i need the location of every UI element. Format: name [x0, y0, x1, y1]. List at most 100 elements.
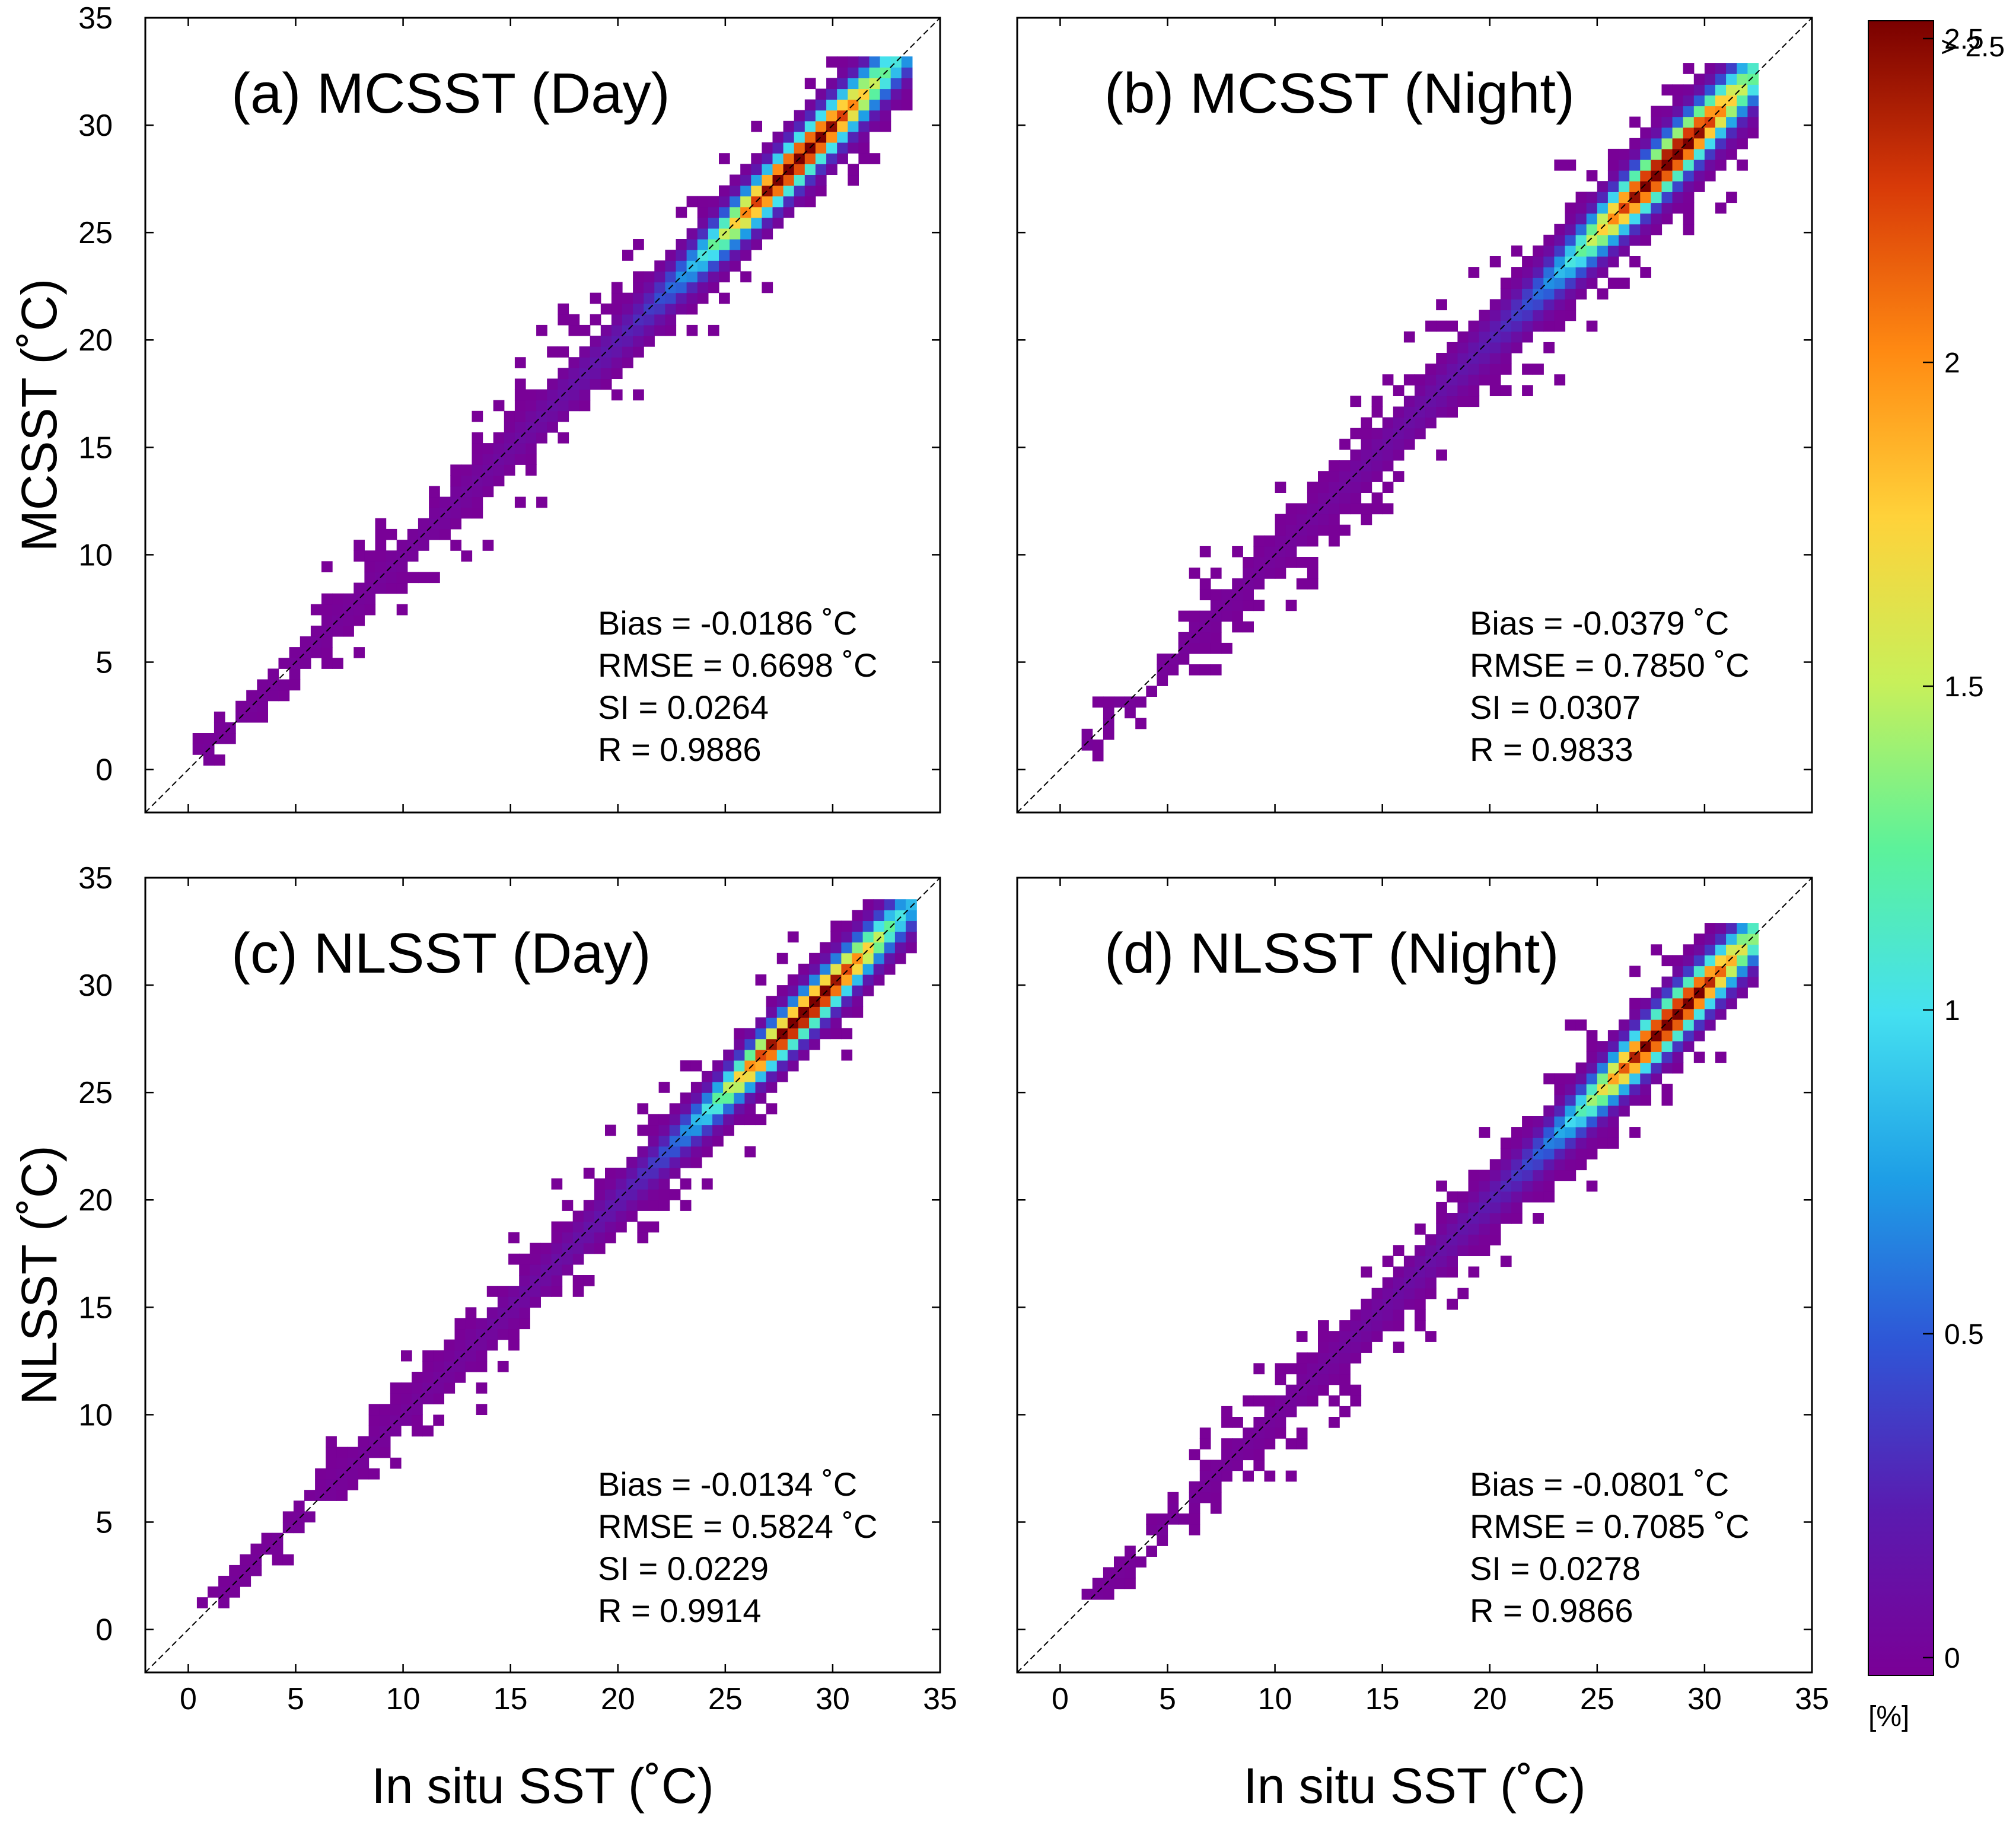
density-cell [1522, 1137, 1533, 1149]
density-cell [1403, 331, 1415, 343]
density-cell [665, 260, 677, 272]
density-cell [1189, 1449, 1200, 1461]
density-cell [1747, 63, 1759, 74]
density-cell [1500, 353, 1512, 364]
density-cell [1737, 955, 1748, 967]
density-cell [450, 475, 462, 487]
density-cell [1661, 202, 1673, 214]
density-cell [1103, 696, 1114, 708]
density-cell [1651, 1051, 1663, 1063]
density-cell [321, 614, 333, 626]
density-cell [465, 1328, 477, 1340]
density-cell [583, 1232, 595, 1244]
density-cell [1651, 127, 1663, 139]
density-cell [1457, 1202, 1469, 1213]
density-cell [1737, 138, 1748, 149]
density-cell [1543, 299, 1555, 311]
density-cell [1704, 976, 1716, 988]
density-cell [1500, 278, 1512, 289]
density-cell [472, 486, 483, 498]
density-cell [1221, 1438, 1232, 1449]
density-cell [787, 1060, 799, 1072]
density-cell [482, 486, 494, 498]
density-cell [783, 120, 795, 132]
density-cell [1693, 1008, 1705, 1020]
density-cell [412, 1382, 423, 1394]
density-cell [310, 625, 322, 637]
density-cell [1565, 1094, 1577, 1106]
density-cell [616, 1200, 627, 1211]
density-cell [364, 561, 376, 573]
density-cell [1436, 396, 1447, 407]
density-cell [1543, 234, 1555, 246]
density-cell [304, 1511, 316, 1523]
density-cell [401, 1414, 412, 1426]
density-cell [616, 1167, 627, 1179]
density-cell [1393, 471, 1404, 482]
density-cell [1500, 1159, 1512, 1171]
density-cell [622, 250, 633, 261]
density-cell [353, 550, 365, 562]
density-cell [686, 228, 698, 240]
density-cell [837, 131, 848, 143]
density-cell [809, 963, 820, 975]
density-cell [676, 239, 687, 250]
density-cell [433, 1350, 445, 1362]
density-cell [1661, 84, 1673, 96]
x-tick-label: 0 [1052, 1682, 1069, 1716]
density-cell [820, 963, 831, 975]
density-cell [1403, 438, 1415, 450]
density-cell [702, 1092, 713, 1104]
density-cell [1275, 557, 1286, 568]
density-cell [1361, 417, 1372, 429]
density-cell [497, 1328, 509, 1340]
density-cell [1339, 471, 1351, 482]
density-cell [429, 572, 440, 584]
density-cell [1737, 933, 1748, 945]
density-cell [558, 410, 569, 422]
density-cell [1522, 278, 1533, 289]
density-cell [461, 507, 473, 519]
panel-d: 0 5 10 15 20 25 30 35 (d) NLSST (Night) Bias = … [1016, 877, 1829, 1716]
density-cell [433, 1382, 445, 1394]
density-cell [1393, 428, 1404, 439]
density-cell [579, 378, 591, 390]
density-cell [751, 206, 763, 218]
density-cell [751, 239, 763, 250]
density-cell [1339, 482, 1351, 493]
density-cell [787, 931, 799, 943]
density-cell [1607, 1105, 1619, 1117]
density-cell [669, 1114, 681, 1126]
density-cell [1232, 1460, 1243, 1471]
density-cell [1371, 503, 1383, 515]
density-cell [465, 1350, 477, 1362]
density-cell [1554, 374, 1566, 385]
density-cell [1318, 524, 1329, 536]
density-cell [558, 400, 569, 412]
density-cell [697, 206, 709, 218]
density-cell [1543, 1148, 1555, 1160]
density-cell [1661, 955, 1673, 967]
density-cell [637, 1232, 649, 1244]
density-cell [401, 1404, 412, 1416]
density-cell [347, 1457, 359, 1469]
density-cell [1672, 976, 1684, 988]
density-cell [1607, 1116, 1619, 1127]
density-cell [1296, 557, 1308, 568]
density-cell [1361, 1298, 1372, 1310]
density-cell [225, 733, 236, 744]
density-cell [611, 357, 623, 368]
density-cell [396, 540, 408, 551]
density-cell [1318, 514, 1329, 525]
density-cell [1511, 267, 1523, 278]
density-cell [1575, 256, 1587, 267]
density-cell [1672, 1062, 1684, 1074]
density-cell [282, 1522, 294, 1534]
density-cell [1575, 267, 1587, 278]
density-cell [594, 1200, 606, 1211]
density-cell [611, 303, 623, 315]
density-cell [1575, 1019, 1587, 1031]
x-tick-label: 30 [816, 1682, 850, 1716]
density-cell [740, 174, 751, 186]
stat-rmse-a: RMSE = 0.6698 ˚C [598, 646, 878, 684]
